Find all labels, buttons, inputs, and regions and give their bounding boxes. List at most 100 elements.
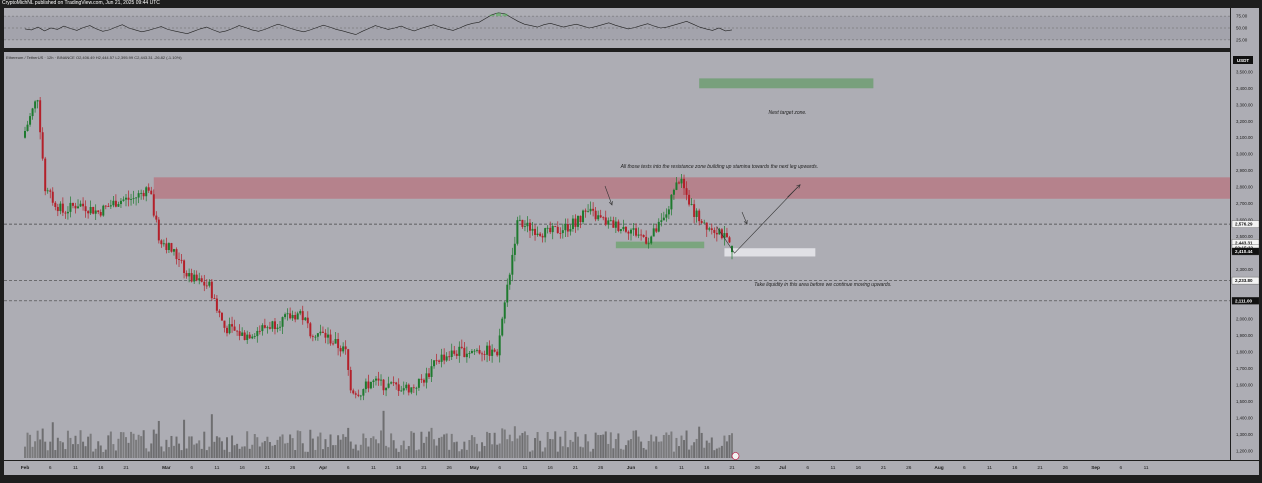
- candle-body: [723, 233, 726, 239]
- volume-bar: [145, 448, 148, 458]
- candle-body: [261, 325, 264, 332]
- candle-body: [609, 220, 612, 222]
- candle-body: [559, 233, 562, 234]
- volume-bar: [617, 433, 620, 458]
- candle-body: [395, 382, 398, 385]
- candle-body: [190, 273, 193, 282]
- candle-body: [511, 254, 514, 275]
- candle-body: [718, 229, 721, 235]
- time-tick-label: 6: [963, 465, 966, 471]
- volume-bar: [576, 436, 579, 458]
- candle-body: [488, 345, 491, 356]
- volume-bar: [531, 450, 534, 458]
- candle-body: [478, 349, 481, 354]
- candle-body: [556, 226, 559, 234]
- candle-body: [329, 334, 332, 344]
- candle-body: [258, 330, 261, 332]
- time-scale: [4, 461, 1259, 475]
- time-tick-label: 16: [98, 465, 104, 471]
- candle-body: [228, 324, 231, 334]
- candle-body: [251, 336, 254, 339]
- volume-bar: [357, 450, 360, 458]
- rsi-overbought-fill: [495, 12, 501, 17]
- candle-body: [506, 284, 509, 303]
- replay-icon[interactable]: [731, 452, 740, 460]
- candle-body: [220, 312, 223, 321]
- volume-bar: [582, 447, 585, 458]
- volume-bar: [369, 437, 372, 458]
- volume-bar: [680, 435, 683, 458]
- price-tick-label: 3,000.00: [1236, 152, 1253, 157]
- candle-body: [607, 220, 610, 225]
- candle-body: [587, 211, 590, 213]
- volume-bar: [180, 450, 183, 458]
- candle-body: [526, 222, 529, 227]
- volume-bar: [468, 440, 471, 458]
- candle-body: [455, 353, 458, 356]
- candle-body: [486, 345, 489, 355]
- time-tick-label: 16: [856, 465, 862, 471]
- candle-body: [720, 229, 723, 239]
- candle-body: [132, 198, 135, 200]
- price-tick-label: 1,500.00: [1236, 399, 1253, 404]
- volume-bar: [66, 430, 69, 458]
- volume-bar: [723, 435, 726, 458]
- candle-body: [715, 232, 718, 235]
- volume-bar: [420, 431, 423, 458]
- volume-bar: [546, 432, 549, 458]
- candle-body: [31, 108, 34, 117]
- price-tick-label: 1,300.00: [1236, 432, 1253, 437]
- volume-bar: [41, 428, 44, 458]
- currency-badge[interactable]: [1233, 56, 1253, 64]
- volume-bar: [213, 441, 216, 458]
- tests-note: All those tests into the resistance zone…: [620, 164, 819, 170]
- candle-body: [450, 350, 453, 357]
- volume-bar: [61, 442, 64, 458]
- candle-body: [309, 323, 312, 337]
- volume-bar: [329, 434, 332, 458]
- next-target-note: Next target zone.: [769, 110, 807, 116]
- volume-bar: [731, 433, 733, 458]
- price-tick-label: 2,800.00: [1236, 185, 1253, 190]
- volume-bar: [284, 443, 287, 458]
- volume-bar: [334, 445, 337, 458]
- candle-body: [49, 190, 52, 192]
- volume-bar: [157, 420, 160, 458]
- volume-bar: [675, 437, 678, 458]
- volume-bar: [516, 438, 519, 458]
- price-tick-label: 1,700.00: [1236, 366, 1253, 371]
- candle-body: [339, 348, 342, 352]
- volume-bar: [114, 450, 117, 458]
- time-tick-label: 6: [190, 465, 193, 471]
- candle-body: [670, 194, 673, 210]
- price-marker-label: 2,576.29: [1235, 222, 1253, 227]
- candle-body: [647, 243, 650, 245]
- candle-body: [536, 233, 539, 235]
- candle-body: [324, 332, 327, 338]
- time-tick-label: 26: [290, 465, 296, 471]
- candle-body: [94, 210, 97, 214]
- candle-body: [279, 326, 282, 328]
- candle-body: [589, 208, 592, 212]
- volume-bar: [279, 436, 282, 458]
- volume-bar: [71, 444, 74, 458]
- candle-body: [271, 321, 274, 329]
- candle-body: [69, 202, 72, 212]
- volume-bar: [347, 427, 350, 458]
- rsi-tick-label: 50.00: [1236, 26, 1248, 31]
- candle-body: [276, 327, 279, 330]
- volume-bar: [397, 451, 400, 458]
- volume-bar: [438, 437, 441, 458]
- volume-bar: [49, 441, 52, 458]
- time-tick-label: 21: [881, 465, 887, 471]
- volume-bar: [268, 442, 271, 458]
- candle-body: [516, 220, 519, 244]
- price-tick-label: 2,600.00: [1236, 218, 1253, 223]
- candle-body: [135, 197, 138, 199]
- time-tick-label: 6: [347, 465, 350, 471]
- volume-bar: [541, 451, 544, 458]
- candle-body: [632, 228, 635, 230]
- volume-bar: [534, 438, 537, 458]
- candle-body: [458, 346, 461, 356]
